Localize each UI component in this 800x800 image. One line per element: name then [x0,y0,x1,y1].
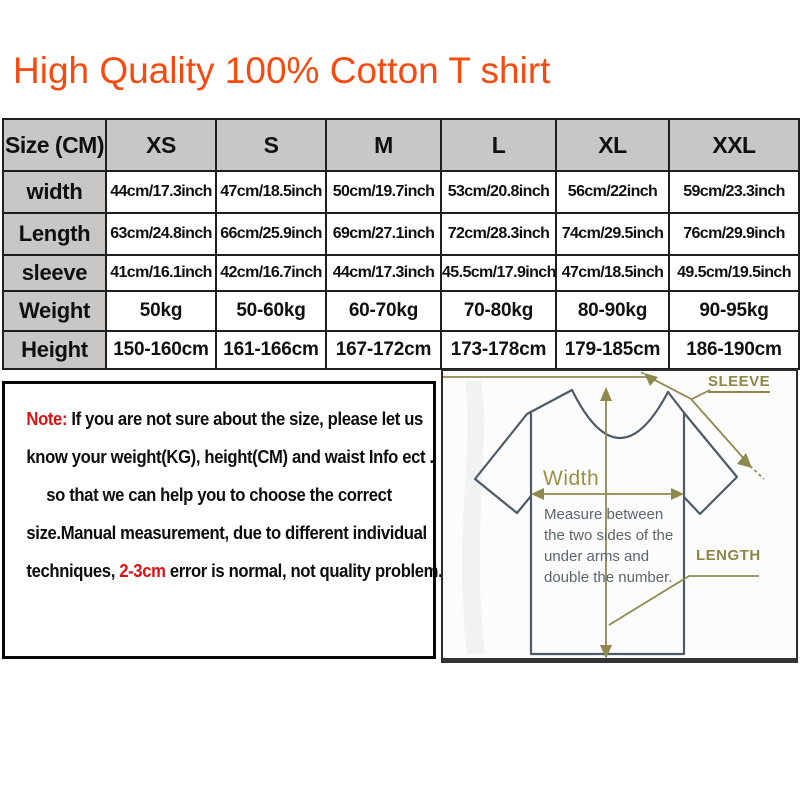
column-header-xxl: XXL [668,118,800,172]
note-highlight: 2-3cm [119,560,166,581]
measure-instructions: Measure between the two sides of the und… [544,506,674,586]
table-row-sleeve: sleeve 41cm/16.1inch 42cm/16.7inch 44cm/… [2,254,800,292]
table-row-height: Height 150-160cm 161-166cm 167-172cm 173… [2,330,800,370]
size-cell: 45.5cm/17.9inch [440,254,557,292]
note-text: If you are not sure about the size, plea… [67,408,423,429]
table-row-length: Length 63cm/24.8inch 66cm/25.9inch 69cm/… [2,212,800,256]
size-cell: 60-70kg [325,290,442,332]
page-title: High Quality 100% Cotton T shirt [13,50,551,91]
column-header-xs: XS [105,118,217,172]
sleeve-label: SLEEVE [708,373,771,393]
table-header-row: Size (CM) XS S M L XL XXL [2,118,800,172]
row-label: Height [2,330,107,370]
column-header-l: L [440,118,557,172]
note-prefix: Note: [26,408,68,429]
note-line-5: techniques, 2-3cm error is normal, not q… [26,552,442,590]
size-cell: 49.5cm/19.5inch [668,254,800,292]
size-cell: 50kg [105,290,217,332]
size-cell: 50cm/19.7inch [325,170,442,214]
size-cell: 161-166cm [215,330,327,370]
size-cell: 56cm/22inch [555,170,670,214]
size-cell: 150-160cm [105,330,217,370]
table-row-width: width 44cm/17.3inch 47cm/18.5inch 50cm/1… [2,170,800,214]
tshirt-diagram-box: SLEEVE Width LENGTH Measure between the … [441,369,798,663]
size-cell: 76cm/29.9inch [668,212,800,256]
size-cell: 44cm/17.3inch [105,170,217,214]
note-line-3: so that we can help you to choose the co… [46,484,392,505]
note-text: techniques, [26,560,120,581]
size-cell: 41cm/16.1inch [105,254,217,292]
note-line-2: know your weight(KG), height(CM) and wai… [26,446,434,467]
note-line-1: Note: If you are not sure about the size… [26,400,423,438]
size-cell: 173-178cm [440,330,557,370]
column-header-s: S [215,118,327,172]
note-line-4: size.Manual measurement, due to differen… [26,522,427,543]
row-label: Length [2,212,107,256]
size-cell: 90-95kg [668,290,800,332]
row-label: Weight [2,290,107,332]
tshirt-diagram-icon [443,371,765,658]
length-label: LENGTH [696,547,761,564]
size-cell: 47cm/18.5inch [215,170,327,214]
size-cell: 69cm/27.1inch [325,212,442,256]
size-cell: 179-185cm [555,330,670,370]
size-cell: 42cm/16.7inch [215,254,327,292]
size-cell: 44cm/17.3inch [325,254,442,292]
size-cell: 66cm/25.9inch [215,212,327,256]
note-box: Note: If you are not sure about the size… [2,381,443,659]
size-cell: 70-80kg [440,290,557,332]
column-header-size: Size (CM) [2,118,107,172]
size-cell: 50-60kg [215,290,327,332]
note-text: error is normal, not quality problem. [165,560,443,581]
column-header-m: M [325,118,442,172]
size-cell: 74cm/29.5inch [555,212,670,256]
column-header-xl: XL [555,118,670,172]
size-cell: 72cm/28.3inch [440,212,557,256]
size-cell: 80-90kg [555,290,670,332]
size-cell: 53cm/20.8inch [440,170,557,214]
table-row-weight: Weight 50kg 50-60kg 60-70kg 70-80kg 80-9… [2,290,800,332]
size-cell: 59cm/23.3inch [668,170,800,214]
size-cell: 63cm/24.8inch [105,212,217,256]
row-label: sleeve [2,254,107,292]
size-cell: 167-172cm [325,330,442,370]
size-cell: 47cm/18.5inch [555,254,670,292]
row-label: width [2,170,107,214]
size-cell: 186-190cm [668,330,800,370]
width-label: Width [543,467,600,490]
size-table: Size (CM) XS S M L XL XXL width 44cm/17.… [2,118,800,370]
